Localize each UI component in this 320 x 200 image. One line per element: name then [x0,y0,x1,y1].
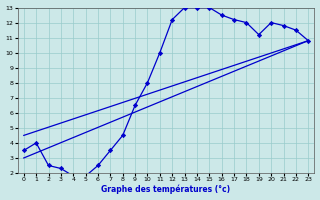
X-axis label: Graphe des températures (°c): Graphe des températures (°c) [101,185,231,194]
